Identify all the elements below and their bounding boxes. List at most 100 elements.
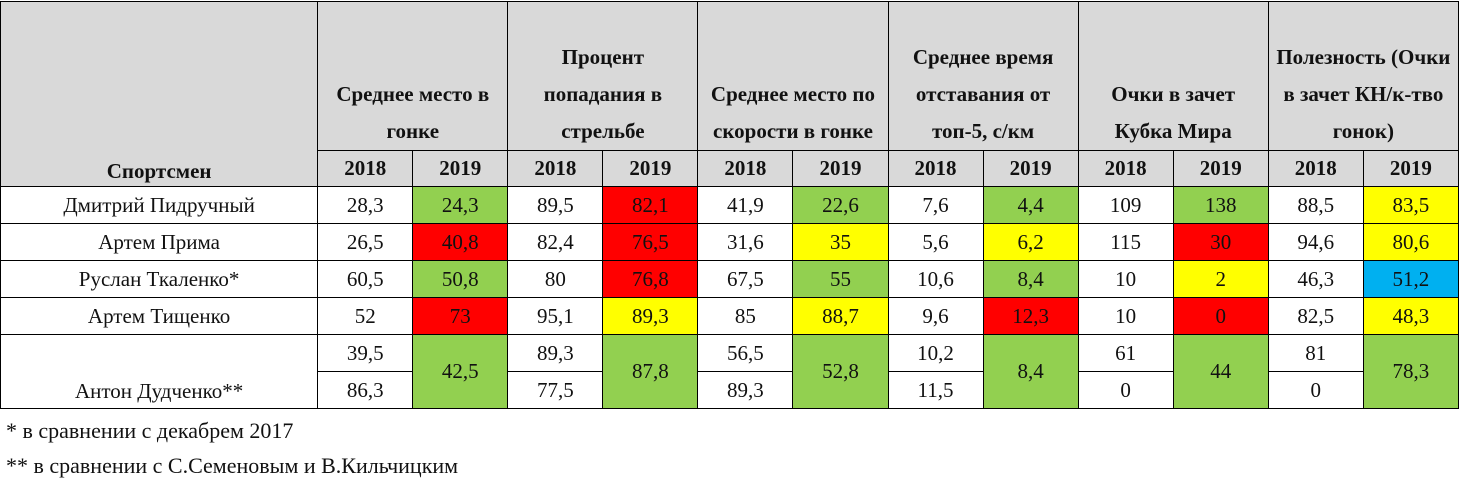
value-2019: 73 [412,297,509,335]
athlete-row: Антон Дудченко** 39,5 42,5 89,3 87,8 56,5 52,8… [0,334,1460,409]
value-2018: 82,5 [1267,297,1364,335]
value-2018: 31,6 [697,223,794,261]
value-2018: 0 [1077,371,1174,409]
value-2018: 89,3 [697,371,794,409]
athlete-row: 86,3 77,5 89,3 11,5 0 0 [1,371,1459,409]
value-2019: 138 [1172,186,1269,224]
value-2018: 26,5 [317,223,414,261]
year-header: 2018 [697,150,794,187]
group-header: Процент попадания в стрельбе [507,1,699,151]
value-2019: 76,5 [602,223,699,261]
value-2019: 83,5 [1362,186,1460,224]
value-2018: 10,6 [887,260,984,298]
value-2019: 0 [1172,297,1269,335]
value-2018: 56,5 [697,334,794,372]
value-2019: 89,3 [602,297,699,335]
value-2018: 41,9 [697,186,794,224]
athlete-row: Дмитрий Пидручный 28,3 24,3 89,5 82,1 41,9 22,… [0,186,1460,224]
value-2019: 35 [792,223,889,261]
value-2018: 89,5 [507,186,604,224]
year-header: 2019 [982,150,1079,187]
value-2019: 4,4 [982,186,1079,224]
header-row: Спортсмен Среднее место в гонке Процент по… [0,1,1460,187]
value-2019: 82,1 [602,186,699,224]
group-header: Среднее место по скорости в гонке [697,1,889,151]
value-2019: 50,8 [412,260,509,298]
value-2018: 5,6 [887,223,984,261]
year-header: 2019 [412,150,509,187]
value-2018: 52 [317,297,414,335]
value-2018: 10 [1077,260,1174,298]
value-2018: 0 [1267,371,1364,409]
value-2018: 82,4 [507,223,604,261]
value-2018: 67,5 [697,260,794,298]
footnote: ** в сравнении с С.Семеновым и В.Кильчиц… [6,453,459,478]
group-header: Полезность (Очки в зачет КН/к-тво гонок) [1267,1,1460,151]
athlete-name: Руслан Ткаленко* [0,260,319,298]
group-header: Среднее время отставания от топ-5, с/км [887,1,1079,151]
value-2018: 10 [1077,297,1174,335]
value-2019: 12,3 [982,297,1079,335]
athlete-name: Дмитрий Пидручный [0,186,319,224]
value-2018: 94,6 [1267,223,1364,261]
value-2019: 2 [1172,260,1269,298]
value-2018: 77,5 [507,371,604,409]
value-2018: 80 [507,260,604,298]
value-2018: 11,5 [887,371,984,409]
value-2019: 78,3 [1362,334,1460,409]
value-2019: 76,8 [602,260,699,298]
value-2018: 86,3 [317,371,414,409]
value-2019: 8,4 [982,260,1079,298]
value-2019: 44 [1172,334,1269,409]
year-header: 2019 [1172,150,1269,187]
value-2019: 30 [1172,223,1269,261]
year-header: 2019 [1362,150,1460,187]
value-2019: 40,8 [412,223,509,261]
year-header: 2019 [602,150,699,187]
value-2018: 109 [1077,186,1174,224]
value-2018: 89,3 [507,334,604,372]
value-2019: 80,6 [1362,223,1460,261]
athlete-row: Руслан Ткаленко* 60,5 50,8 80 76,8 67,5 55 10,6… [0,260,1460,298]
year-header: 2018 [1077,150,1174,187]
value-2018: 85 [697,297,794,335]
year-row: 2018 2019 2018 2019 2018 2019 2018 2019 2018 2019… [1,150,1460,187]
athlete-name: Артем Прима [0,223,319,261]
value-2018: 39,5 [317,334,414,372]
value-2018: 60,5 [317,260,414,298]
value-2018: 61 [1077,334,1174,372]
value-2018: 10,2 [887,334,984,372]
year-header: 2018 [507,150,604,187]
value-2019: 22,6 [792,186,889,224]
value-2019: 6,2 [982,223,1079,261]
year-header: 2018 [887,150,984,187]
year-header: 2018 [317,150,414,187]
value-2018: 28,3 [317,186,414,224]
value-2019: 88,7 [792,297,889,335]
group-header: Среднее место в гонке [317,1,509,151]
value-2018: 95,1 [507,297,604,335]
value-2019: 24,3 [412,186,509,224]
group-header: Очки в зачет Кубка Мира [1077,1,1269,151]
value-2018: 9,6 [887,297,984,335]
athlete-name: Антон Дудченко** [0,334,319,409]
value-2018: 81 [1267,334,1364,372]
value-2019: 55 [792,260,889,298]
value-2019: 51,2 [1362,260,1460,298]
value-2019: 42,5 [412,334,509,409]
value-2019: 48,3 [1362,297,1460,335]
value-2019: 52,8 [792,334,889,409]
footnote: * в сравнении с декабрем 2017 [6,418,294,443]
year-header: 2018 [1267,150,1364,187]
value-2019: 8,4 [982,334,1079,409]
value-2018: 7,6 [887,186,984,224]
year-header: 2019 [792,150,889,187]
value-2019: 87,8 [602,334,699,409]
stats-table: Спортсмен Среднее место в гонке Процент по… [0,1,1460,409]
value-2018: 88,5 [1267,186,1364,224]
athlete-row: Артем Тищенко 52 73 95,1 89,3 85 88,7 9,6 12,3 10… [0,297,1460,335]
value-2018: 46,3 [1267,260,1364,298]
athlete-name: Артем Тищенко [0,297,319,335]
value-2018: 115 [1077,223,1174,261]
